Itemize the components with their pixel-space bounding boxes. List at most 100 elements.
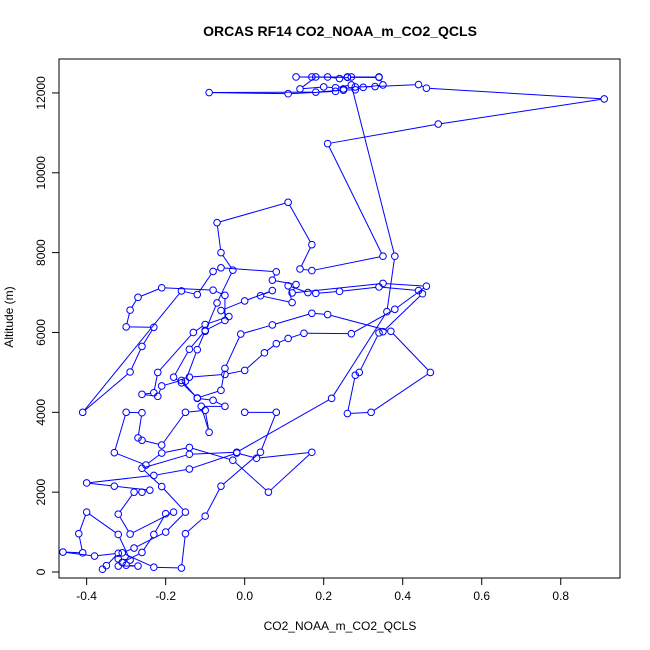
data-point bbox=[379, 327, 387, 336]
data-point bbox=[260, 349, 269, 357]
series-line-segment bbox=[397, 287, 425, 308]
data-point bbox=[379, 279, 387, 288]
data-point bbox=[138, 342, 146, 351]
data-point bbox=[138, 390, 146, 399]
data-point bbox=[292, 280, 300, 289]
data-point bbox=[319, 83, 328, 91]
series-line-segment bbox=[153, 375, 158, 390]
series-line-segment bbox=[183, 384, 196, 397]
data-point bbox=[296, 85, 304, 93]
data-point bbox=[59, 548, 67, 556]
series-line-segment bbox=[205, 413, 210, 430]
data-point bbox=[327, 394, 336, 403]
data-point bbox=[114, 510, 123, 518]
data-point bbox=[221, 370, 229, 379]
series-line-segment bbox=[266, 345, 274, 352]
data-point bbox=[169, 508, 178, 516]
series-line-segment bbox=[108, 555, 117, 564]
series-line-segment bbox=[347, 378, 356, 411]
series-line-segment bbox=[332, 314, 386, 396]
series-line-segment bbox=[261, 415, 276, 450]
y-axis-label: Altitude (m) bbox=[2, 286, 16, 347]
data-point bbox=[272, 408, 281, 417]
data-point bbox=[146, 486, 154, 494]
data-point bbox=[268, 276, 277, 284]
series-line-segment bbox=[155, 516, 165, 532]
series-line-segment bbox=[119, 516, 129, 532]
data-point bbox=[78, 549, 87, 557]
data-point bbox=[335, 74, 344, 83]
data-point bbox=[221, 291, 229, 300]
series-line-segment bbox=[148, 454, 160, 464]
data-point bbox=[296, 265, 304, 273]
series-line-segment bbox=[89, 513, 116, 533]
data-point bbox=[134, 562, 142, 570]
data-point bbox=[221, 364, 229, 373]
data-point bbox=[201, 406, 209, 415]
series-line-segment bbox=[234, 462, 267, 491]
series-line-segment bbox=[222, 255, 232, 268]
data-point bbox=[130, 544, 138, 552]
series-line-segment bbox=[206, 488, 220, 514]
data-point bbox=[138, 408, 146, 417]
series-line-segment bbox=[167, 514, 184, 531]
data-point bbox=[288, 289, 296, 297]
series-line-segment bbox=[223, 301, 242, 310]
data-point bbox=[240, 297, 249, 305]
data-point bbox=[335, 287, 344, 296]
data-point bbox=[232, 448, 241, 457]
data-point bbox=[414, 80, 423, 89]
series-line-segment bbox=[315, 313, 325, 315]
series-line-segment bbox=[350, 411, 368, 414]
data-point bbox=[177, 378, 186, 387]
series-line-segment bbox=[66, 551, 92, 557]
data-point bbox=[153, 368, 162, 377]
data-point bbox=[434, 120, 443, 128]
data-point bbox=[161, 528, 170, 536]
data-point bbox=[375, 329, 383, 337]
series-line-segment bbox=[84, 373, 128, 411]
data-point bbox=[217, 482, 225, 490]
series-line-segment bbox=[275, 313, 309, 325]
series-line-segment bbox=[378, 84, 416, 87]
series-line-segment bbox=[200, 398, 210, 401]
series-line-segment bbox=[125, 553, 152, 567]
series-points bbox=[59, 73, 608, 574]
series-line-segment bbox=[163, 488, 184, 511]
series-line-segment bbox=[195, 325, 203, 332]
x-tick-label: 0.8 bbox=[552, 589, 569, 603]
data-point bbox=[311, 289, 320, 298]
series-line-segment bbox=[145, 440, 159, 445]
data-point bbox=[343, 73, 352, 81]
series-line-segment bbox=[303, 268, 309, 271]
series-line-segment bbox=[441, 98, 602, 125]
y-tick-label: 2000 bbox=[34, 478, 48, 505]
data-point bbox=[118, 549, 127, 557]
data-point bbox=[209, 286, 217, 294]
data-point bbox=[169, 373, 178, 381]
data-point bbox=[391, 252, 399, 261]
data-point bbox=[126, 306, 134, 314]
series-line-segment bbox=[181, 536, 186, 565]
series-line-segment bbox=[208, 317, 226, 324]
series-line-segment bbox=[191, 332, 204, 348]
series-line-segment bbox=[159, 334, 192, 371]
data-point bbox=[288, 298, 296, 307]
series-line-segment bbox=[97, 553, 116, 557]
data-point bbox=[323, 310, 332, 319]
series-line-segment bbox=[392, 333, 429, 371]
data-point bbox=[217, 263, 225, 272]
series-line-segment bbox=[192, 453, 234, 469]
series-line-segment bbox=[429, 87, 601, 100]
series-line-segment bbox=[198, 334, 205, 347]
series-line-segment bbox=[382, 286, 416, 291]
x-axis-label: CO2_NOAA_m_CO2_QCLS bbox=[264, 619, 417, 633]
data-point bbox=[78, 408, 87, 417]
y-tick-label: 6000 bbox=[34, 319, 48, 346]
data-point bbox=[284, 89, 292, 98]
data-point bbox=[150, 388, 158, 397]
series-line-segment bbox=[136, 533, 163, 548]
series-line-segment bbox=[188, 410, 202, 413]
data-point bbox=[272, 339, 281, 348]
